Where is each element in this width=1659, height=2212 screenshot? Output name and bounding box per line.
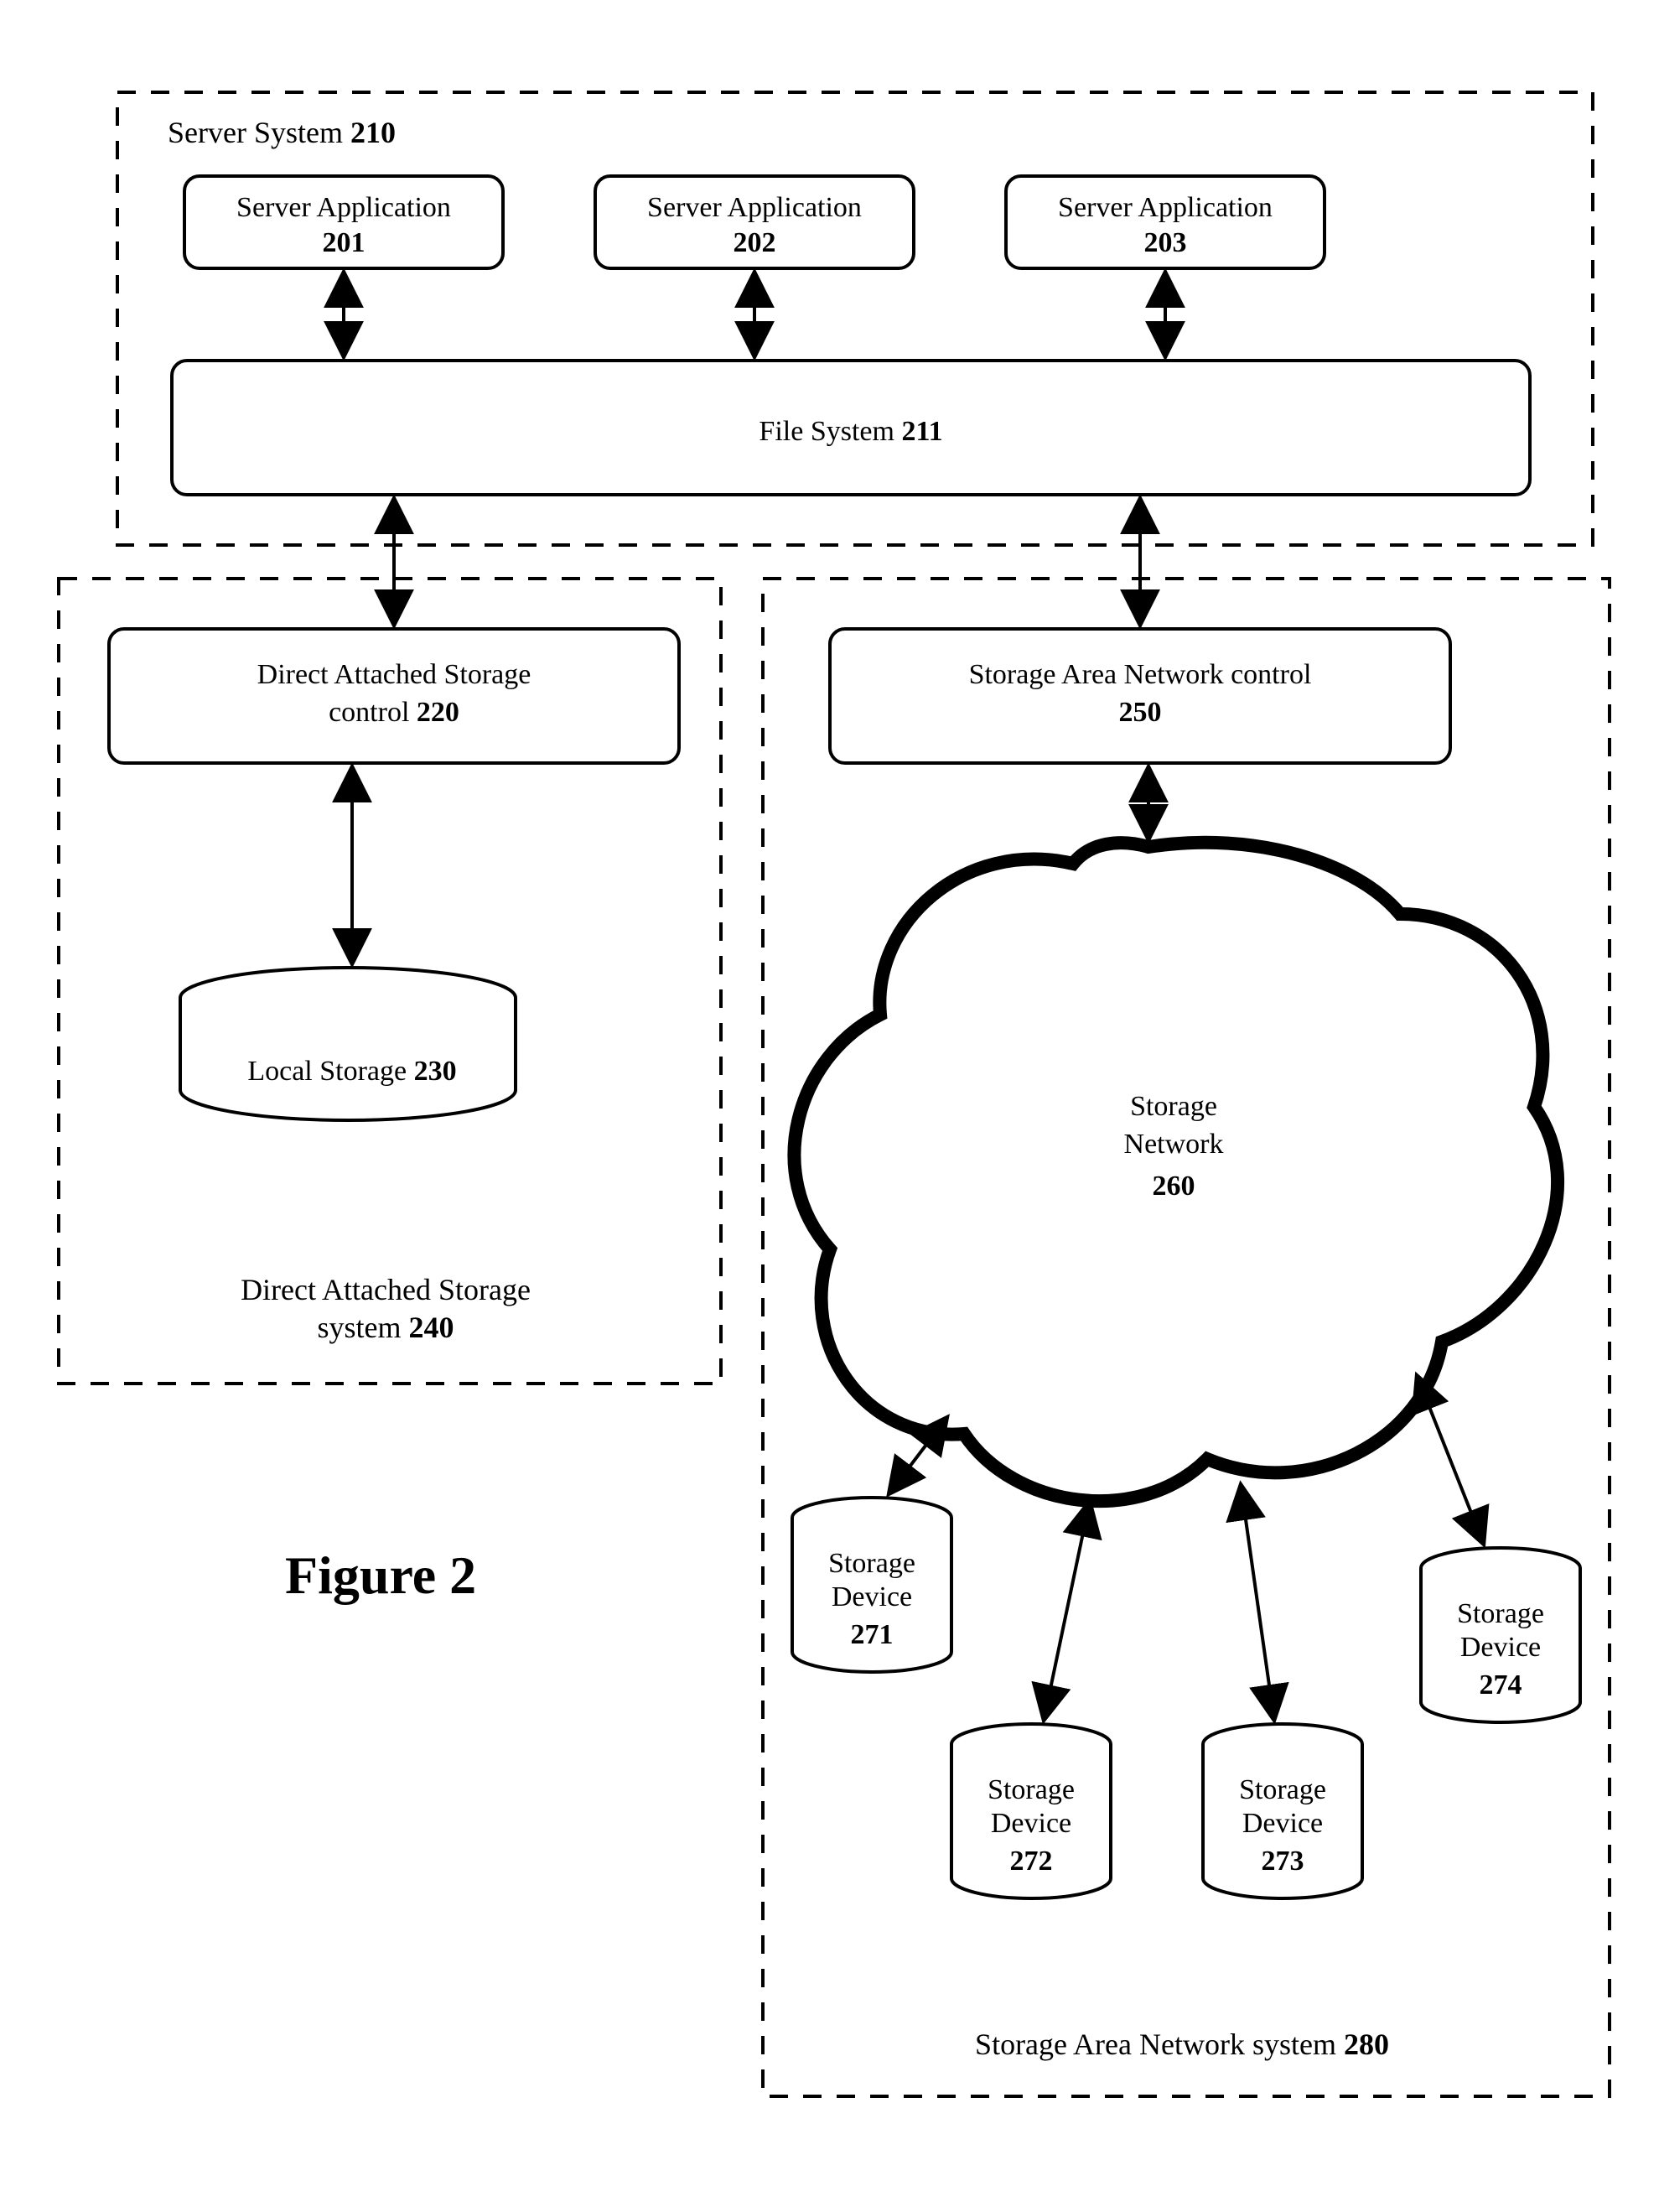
das-system-title-line1: Direct Attached Storage [241, 1273, 531, 1306]
server-app-3-label: Server Application [1058, 192, 1273, 223]
dev274-l1: Storage [1457, 1598, 1544, 1629]
dev272-l2: Device [991, 1808, 1071, 1839]
das-control-label-1: Direct Attached Storage [257, 659, 531, 690]
das-control-box: Direct Attached Storage control 220 [109, 629, 679, 763]
cloud-label-1: Storage [1130, 1091, 1217, 1122]
diagram-canvas: Server System 210 Direct Attached Storag… [0, 0, 1659, 2212]
dev271-l2: Device [832, 1581, 912, 1612]
dev271-num: 271 [851, 1619, 894, 1650]
storage-network-cloud: Storage Network 260 [794, 843, 1558, 1501]
server-app-3-num: 203 [1144, 227, 1187, 258]
san-control-label-1: Storage Area Network control [969, 659, 1312, 690]
dev273-num: 273 [1262, 1846, 1304, 1877]
dev273-l2: Device [1242, 1808, 1323, 1839]
storage-device-271: Storage Device 271 [792, 1498, 951, 1672]
server-app-1-box: Server Application 201 [184, 176, 503, 268]
dev274-l2: Device [1460, 1632, 1541, 1663]
figure-caption: Figure 2 [285, 1545, 476, 1605]
das-system-title-line2: system 240 [317, 1311, 454, 1344]
server-app-1-label: Server Application [236, 192, 451, 223]
server-app-2-num: 202 [734, 227, 776, 258]
cloud-label-2: Network [1124, 1129, 1224, 1160]
cloud-num: 260 [1153, 1171, 1195, 1202]
local-storage-cylinder: Local Storage 230 [180, 968, 516, 1120]
das-control-label-2: control 220 [329, 697, 459, 728]
dev273-l1: Storage [1239, 1774, 1326, 1805]
server-app-2-label: Server Application [647, 192, 862, 223]
server-app-3-box: Server Application 203 [1006, 176, 1325, 268]
san-system-title: Storage Area Network system 280 [975, 2028, 1389, 2061]
arrow-cloud-273 [1241, 1484, 1274, 1721]
server-app-1-num: 201 [323, 227, 365, 258]
dev272-num: 272 [1010, 1846, 1053, 1877]
storage-device-274: Storage Device 274 [1421, 1548, 1580, 1722]
dev271-l1: Storage [828, 1548, 915, 1579]
storage-device-272: Storage Device 272 [951, 1724, 1111, 1898]
dev272-l1: Storage [988, 1774, 1075, 1805]
dev274-num: 274 [1480, 1669, 1522, 1701]
san-control-box: Storage Area Network control 250 [830, 629, 1450, 763]
file-system-box: File System 211 [172, 361, 1530, 495]
local-storage-label: Local Storage 230 [247, 1056, 456, 1087]
arrow-cloud-272 [1044, 1501, 1090, 1721]
san-control-num: 250 [1119, 697, 1162, 728]
arrow-cloud-274 [1417, 1375, 1484, 1545]
file-system-label: File System 211 [759, 416, 942, 447]
storage-device-273: Storage Device 273 [1203, 1724, 1362, 1898]
server-system-title: Server System 210 [168, 116, 396, 149]
server-app-2-box: Server Application 202 [595, 176, 914, 268]
